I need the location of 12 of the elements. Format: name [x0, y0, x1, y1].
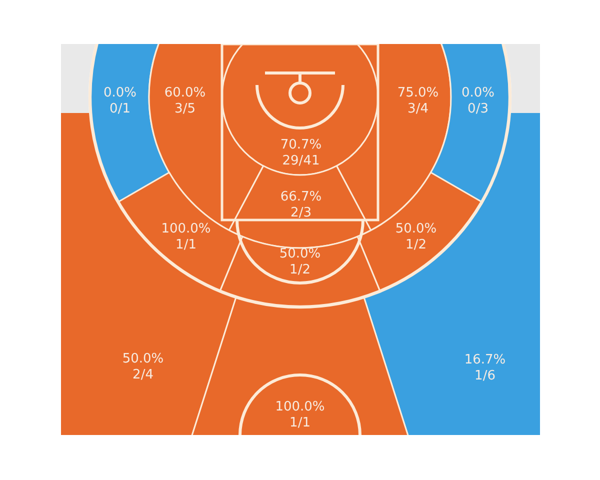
- data-label: 100.0% 1/1: [161, 221, 211, 252]
- data-label: 50.0% 2/4: [122, 351, 164, 382]
- data-label: 50.0% 1/2: [395, 221, 437, 252]
- data-label: 70.7% 29/41: [280, 137, 322, 168]
- data-label: 66.7% 2/3: [280, 189, 322, 220]
- data-label: 75.0% 3/4: [397, 85, 439, 116]
- data-label: 16.7% 1/6: [464, 352, 506, 384]
- data-label: 0.0% 0/1: [103, 85, 137, 116]
- data-label: 100.0% 1/1: [275, 399, 325, 430]
- data-label: 50.0% 1/2: [279, 246, 321, 278]
- data-label: 60.0% 3/5: [164, 85, 206, 116]
- data-label: 0.0% 0/3: [461, 85, 495, 116]
